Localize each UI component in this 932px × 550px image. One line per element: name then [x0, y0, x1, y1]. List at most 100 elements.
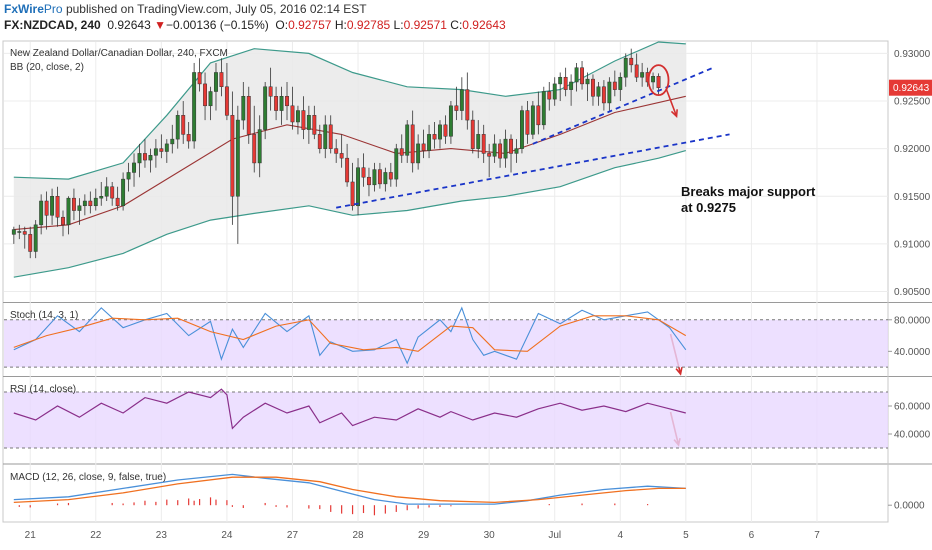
chart-header: FxWirePro published on TradingView.com, …	[0, 0, 932, 34]
candle	[487, 143, 492, 178]
candle	[93, 188, 98, 211]
candle	[345, 143, 350, 187]
candle-body	[416, 143, 421, 164]
candle-body	[263, 86, 268, 130]
candle	[246, 86, 251, 144]
stochastic-label: Stoch (14, 3, 1)	[10, 310, 78, 321]
candle	[33, 220, 38, 259]
candle	[279, 86, 284, 125]
candle	[219, 58, 224, 97]
candle-body	[132, 162, 136, 173]
candle	[432, 121, 437, 149]
candle	[361, 153, 366, 187]
candle	[552, 77, 557, 106]
candle	[448, 101, 453, 144]
candle-body	[219, 72, 224, 88]
candle-body	[361, 167, 366, 178]
candle-body	[651, 76, 656, 83]
candle-body	[509, 138, 513, 154]
arrowhead	[670, 109, 678, 118]
candle-body	[356, 167, 360, 207]
x-axis-label: 28	[352, 530, 364, 541]
price-change: −0.00136 (−0.15%)	[165, 18, 269, 32]
candle-body	[394, 148, 399, 180]
candle	[39, 194, 44, 235]
candle-body	[246, 96, 251, 135]
candle-body	[640, 72, 645, 78]
candle	[208, 86, 213, 121]
candle	[416, 134, 421, 170]
candle	[132, 153, 136, 187]
candle-body	[61, 216, 65, 226]
candle	[99, 181, 104, 206]
candle-body	[290, 105, 295, 123]
candle	[192, 62, 197, 149]
stoch-k-line	[13, 306, 687, 365]
candle	[585, 72, 590, 102]
candle	[634, 53, 639, 82]
candle	[241, 81, 246, 130]
arrow-shaft	[665, 89, 678, 117]
candle-body	[656, 76, 661, 88]
price-tick-label: 0.93000	[894, 49, 931, 60]
bb-indicator-label: BB (20, close, 2)	[10, 62, 84, 73]
candle	[377, 162, 382, 189]
candle-body	[421, 143, 426, 151]
candle-body	[82, 200, 87, 207]
macd-label: MACD (12, 26, close, 9, false, true)	[10, 472, 166, 483]
candle-body	[50, 196, 55, 216]
candle-body	[601, 86, 606, 104]
candle-body	[454, 105, 459, 111]
rsi-tick-label: 40.0000	[894, 430, 931, 441]
x-axis-label: 27	[287, 530, 299, 541]
x-axis-label: 4	[618, 530, 624, 541]
candle	[530, 101, 535, 140]
candle-body	[17, 231, 22, 233]
brand-name-suffix[interactable]: Pro	[43, 2, 63, 16]
candle	[88, 191, 93, 214]
candle-body	[470, 119, 475, 149]
candle	[263, 81, 268, 140]
close-value: 0.92643	[462, 18, 506, 32]
candle-body	[257, 129, 262, 164]
candle	[470, 110, 475, 154]
chart-canvas[interactable]: 21 22 23 24 27 28 29 30 Jul 4 5 6 7 0.90500 0.91000 0.9…	[0, 34, 932, 550]
candle-body	[175, 115, 180, 140]
highlight-circle	[647, 64, 670, 96]
candle-body	[285, 96, 289, 107]
candle	[498, 139, 503, 168]
candle-body	[459, 89, 464, 111]
candle	[465, 72, 470, 130]
candle	[148, 148, 153, 173]
candle-body	[268, 86, 273, 97]
candle	[186, 121, 191, 149]
candle	[394, 143, 399, 187]
candle	[143, 139, 147, 168]
candle-body	[203, 83, 208, 107]
bollinger-upper-band	[13, 41, 686, 180]
high-value: 0.92785	[346, 18, 391, 32]
candle-body	[33, 224, 38, 252]
candle	[580, 61, 584, 90]
candle	[640, 62, 645, 87]
candle	[137, 143, 142, 178]
open-label: O:	[275, 18, 289, 32]
candle-body	[339, 153, 344, 159]
candle-body	[443, 124, 448, 137]
candle-body	[519, 110, 524, 149]
candle	[629, 48, 634, 73]
candle-body	[93, 197, 98, 207]
x-axis-label: 24	[221, 530, 233, 541]
macd-tick-label: 0.0000	[894, 501, 925, 512]
candle	[44, 191, 49, 230]
down-arrow-icon: ▼	[154, 18, 166, 32]
candle-body	[481, 134, 486, 154]
price-tick-label: 0.91500	[894, 192, 931, 203]
brand-name[interactable]: FxWire	[4, 2, 44, 16]
candle-body	[612, 81, 617, 90]
candle-body	[596, 86, 601, 97]
candle	[367, 167, 371, 197]
low-value: 0.92571	[403, 18, 447, 32]
candle	[77, 198, 82, 225]
stochastic-tick-label: 80.0000	[894, 315, 931, 326]
